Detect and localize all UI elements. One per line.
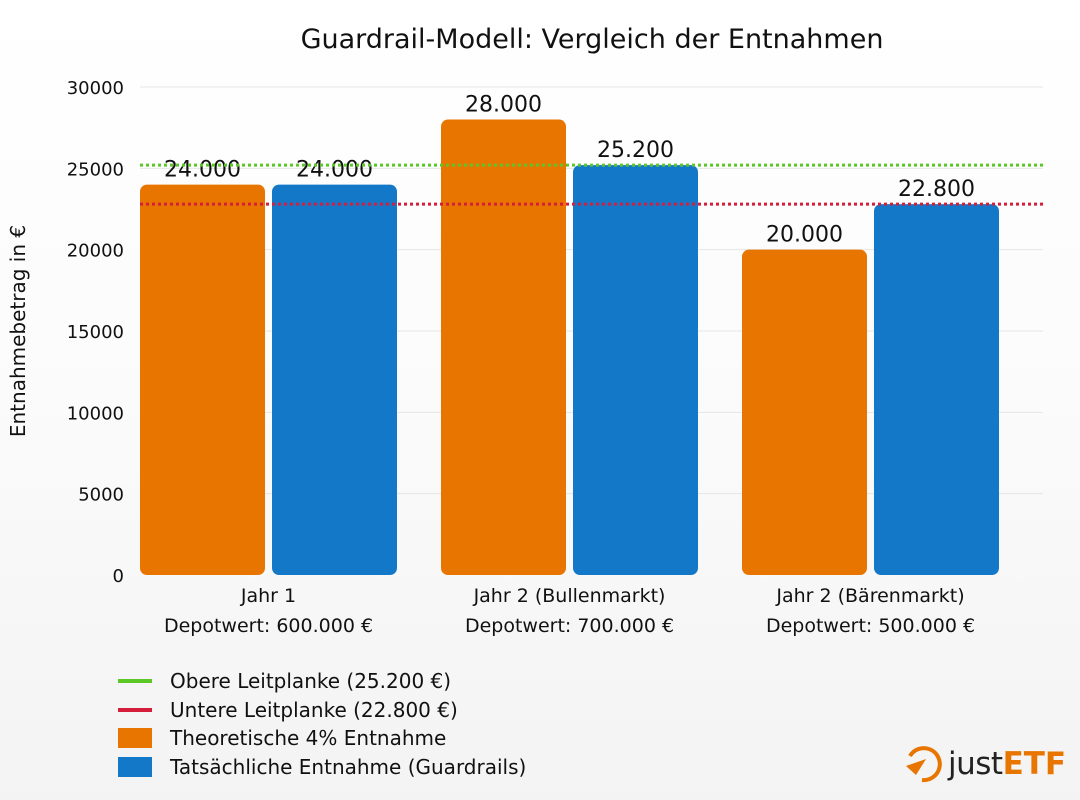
x-tick-label: Jahr 2 (Bärenmarkt) <box>775 585 964 607</box>
x-tick-sublabel: Depotwert: 500.000 € <box>766 615 975 637</box>
data-label: 28.000 <box>465 93 542 118</box>
legend-label: Obere Leitplanke (25.200 €) <box>170 669 452 694</box>
y-tick-label: 5000 <box>78 485 124 506</box>
x-tick-label: Jahr 2 (Bullenmarkt) <box>473 585 666 607</box>
data-label: 24.000 <box>164 158 241 183</box>
bar-actual <box>272 184 397 575</box>
data-label: 20.000 <box>766 223 843 248</box>
legend-label: Tatsächliche Entnahme (Guardrails) <box>170 754 527 779</box>
bar-theoretical <box>441 119 566 576</box>
data-label: 25.200 <box>597 138 674 163</box>
legend-swatch <box>118 707 152 712</box>
legend-swatch <box>118 679 152 684</box>
x-tick-sublabel: Depotwert: 700.000 € <box>465 615 674 637</box>
y-tick-label: 0 <box>113 566 124 587</box>
logo-text-etf: ETF <box>1002 746 1067 782</box>
logo-text: just <box>948 746 1003 782</box>
x-tick-sublabel: Depotwert: 600.000 € <box>164 615 373 637</box>
chart-title: Guardrail-Modell: Vergleich der Entnahme… <box>301 24 884 55</box>
bar-actual <box>874 204 999 575</box>
justetf-logo: just ETF <box>902 744 1066 784</box>
gauge-icon <box>906 746 942 783</box>
y-tick-label: 30000 <box>67 78 124 99</box>
y-tick-label: 20000 <box>67 241 124 262</box>
legend-swatch <box>118 756 152 777</box>
legend-swatch <box>118 728 152 749</box>
legend-item-actual: Tatsächliche Entnahme (Guardrails) <box>118 753 526 782</box>
y-axis-label: Entnahmebetrag in € <box>6 225 30 437</box>
bar-theoretical <box>742 249 867 575</box>
legend-item-lower: Untere Leitplanke (22.800 €) <box>118 696 526 725</box>
x-tick-label: Jahr 1 <box>240 585 296 607</box>
y-tick-label: 10000 <box>67 403 124 424</box>
legend-item-upper: Obere Leitplanke (25.200 €) <box>118 667 526 696</box>
legend: Obere Leitplanke (25.200 €) Untere Leitp… <box>118 667 526 781</box>
data-label: 22.800 <box>898 177 975 202</box>
bar-theoretical <box>140 184 265 575</box>
data-label: 24.000 <box>296 158 373 183</box>
legend-label: Untere Leitplanke (22.800 €) <box>170 697 458 722</box>
legend-item-theoretical: Theoretische 4% Entnahme <box>118 724 526 753</box>
legend-label: Theoretische 4% Entnahme <box>170 726 447 751</box>
bar-actual <box>573 165 698 575</box>
y-tick-label: 15000 <box>67 322 124 343</box>
y-tick-label: 25000 <box>67 159 124 180</box>
